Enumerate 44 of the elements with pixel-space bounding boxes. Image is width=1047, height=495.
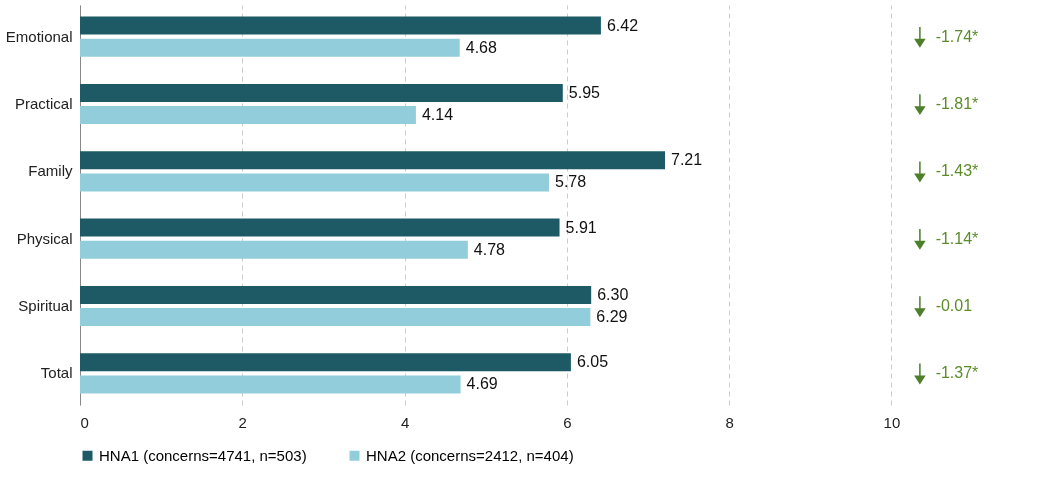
annotation: -1.37* xyxy=(935,364,979,382)
bar xyxy=(80,240,468,259)
data-label: 4.68 xyxy=(465,38,497,56)
annotation: -1.14* xyxy=(935,229,979,247)
data-label: 5.78 xyxy=(554,173,587,191)
legend-label: HNA2 (concerns=2412, n=404) xyxy=(366,446,574,464)
data-label: 6.42 xyxy=(606,16,639,34)
data-label: 5.91 xyxy=(565,218,597,236)
bar xyxy=(80,16,601,35)
y-tick-label: Total xyxy=(40,364,73,382)
x-tick-label: 6 xyxy=(563,413,572,431)
data-label: 5.95 xyxy=(568,83,601,101)
bar xyxy=(80,173,549,192)
annotation: -1.81* xyxy=(935,94,979,112)
data-label: 4.78 xyxy=(473,240,506,258)
legend-label: HNA1 (concerns=4741, n=503) xyxy=(99,446,307,464)
y-tick-label: Practical xyxy=(14,94,73,112)
y-tick-label: Spiritual xyxy=(18,297,73,315)
data-label: 4.69 xyxy=(466,375,498,393)
annotation: -1.43* xyxy=(935,162,979,180)
data-label: 6.29 xyxy=(596,308,628,326)
data-label: 6.05 xyxy=(576,353,609,371)
bar xyxy=(80,308,591,327)
y-tick-label: Emotional xyxy=(5,27,73,45)
annotation: -0.01 xyxy=(935,297,973,315)
data-label: 6.30 xyxy=(597,285,629,303)
bar xyxy=(80,38,460,57)
x-tick-label: 0 xyxy=(80,413,89,431)
bar xyxy=(80,218,560,237)
y-tick-label: Physical xyxy=(16,229,73,247)
annotation: -1.74* xyxy=(935,27,979,45)
data-label: 7.21 xyxy=(671,151,703,169)
bar xyxy=(80,83,563,102)
x-tick-label: 4 xyxy=(400,413,410,431)
bar xyxy=(80,151,666,170)
bar xyxy=(80,375,461,394)
data-label: 4.14 xyxy=(421,106,454,124)
y-tick-label: Family xyxy=(28,162,73,180)
x-tick-label: 2 xyxy=(238,413,247,431)
x-tick-label: 10 xyxy=(883,413,901,431)
bar xyxy=(80,106,416,125)
bar xyxy=(80,285,592,304)
x-tick-label: 8 xyxy=(725,413,734,431)
bar xyxy=(80,353,571,372)
